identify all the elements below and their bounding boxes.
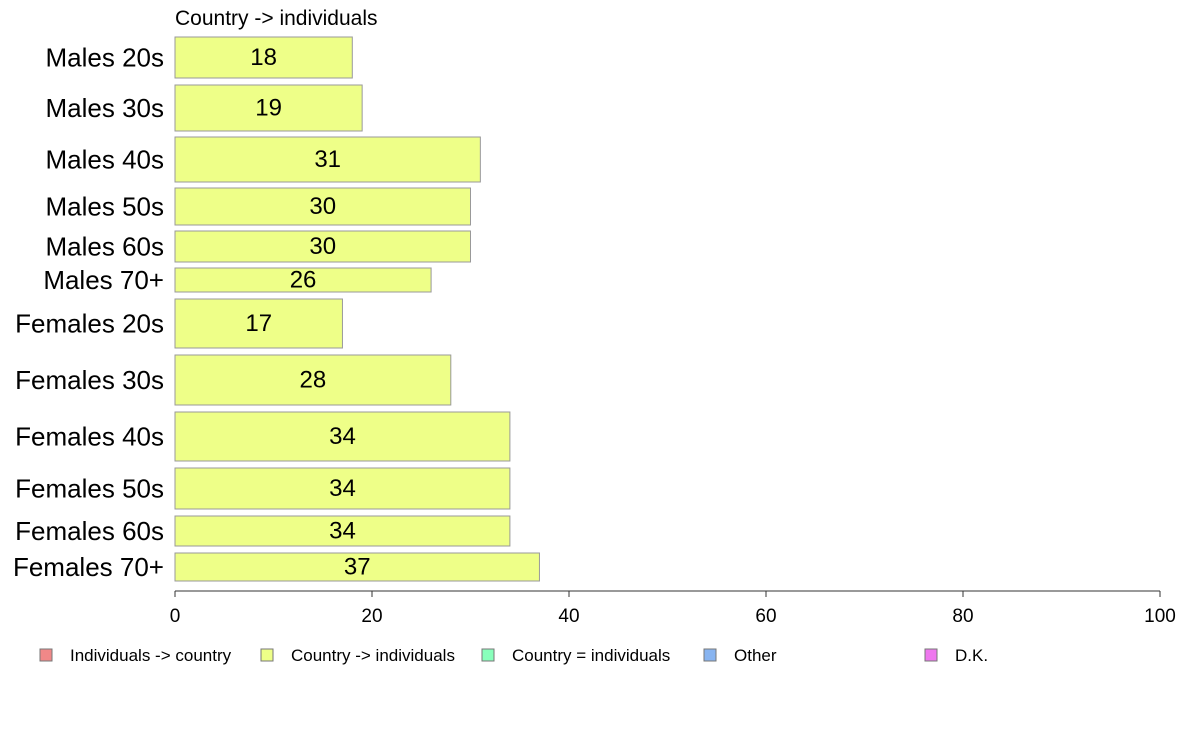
category-label: Females 30s — [15, 365, 164, 395]
legend-label: Other — [734, 646, 777, 665]
bar-value-label: 19 — [255, 95, 282, 122]
bar — [174, 298, 343, 349]
legend-swatch — [481, 648, 495, 662]
category-label: Males 30s — [46, 93, 165, 123]
bar-value-label: 31 — [314, 146, 341, 173]
bar-value-label: 28 — [300, 367, 327, 394]
category-label: Females 60s — [15, 516, 164, 546]
bar — [174, 36, 353, 79]
legend-label: Country -> individuals — [291, 646, 455, 665]
bar — [174, 267, 432, 293]
bar-value-label: 26 — [290, 267, 317, 294]
legend-label: Individuals -> country — [70, 646, 232, 665]
bar-value-label: 34 — [329, 423, 356, 450]
category-label: Males 50s — [46, 192, 165, 222]
bar — [174, 467, 511, 510]
legend-swatch — [260, 648, 274, 662]
bar — [174, 84, 363, 132]
category-label: Females 20s — [15, 309, 164, 339]
x-tick-label: 100 — [1144, 606, 1176, 627]
legend-label: Country = individuals — [512, 646, 670, 665]
bar-value-label: 34 — [329, 475, 356, 502]
bar — [174, 230, 471, 263]
category-label: Males 40s — [46, 145, 165, 175]
bar-value-label: 18 — [250, 44, 277, 71]
x-tick-label: 60 — [755, 606, 776, 627]
category-label: Females 50s — [15, 474, 164, 504]
category-label: Males 70+ — [43, 265, 164, 295]
bar — [174, 411, 511, 462]
category-label: Females 70+ — [13, 552, 164, 582]
chart-subtitle: Country -> individuals — [175, 7, 378, 30]
bar-value-label: 30 — [309, 193, 336, 220]
category-label: Females 40s — [15, 422, 164, 452]
bars-group: Males 20s 18 Males 30s 19 Males 40s 31 Males 5… — [13, 36, 540, 582]
bar-value-label: 30 — [309, 233, 336, 260]
x-tick-label: 0 — [170, 606, 181, 627]
legend: Individuals -> country Country -> individ… — [39, 646, 988, 665]
legend-label: D.K. — [955, 646, 988, 665]
x-tick-label: 20 — [361, 606, 382, 627]
legend-swatch — [924, 648, 938, 662]
category-label: Males 20s — [46, 43, 165, 73]
bar — [174, 354, 452, 406]
bar — [174, 187, 471, 226]
bar-value-label: 17 — [245, 310, 272, 337]
legend-swatch — [39, 648, 53, 662]
bar-value-label: 37 — [344, 554, 371, 581]
category-label: Males 60s — [46, 232, 165, 262]
bar-value-label: 34 — [329, 518, 356, 545]
bar — [174, 552, 540, 582]
bar — [174, 136, 481, 183]
bar — [174, 515, 511, 547]
x-tick-label: 80 — [952, 606, 973, 627]
legend-swatch — [703, 648, 717, 662]
x-tick-label: 40 — [558, 606, 579, 627]
x-axis: 0 20 40 60 80 100 — [170, 590, 1176, 627]
